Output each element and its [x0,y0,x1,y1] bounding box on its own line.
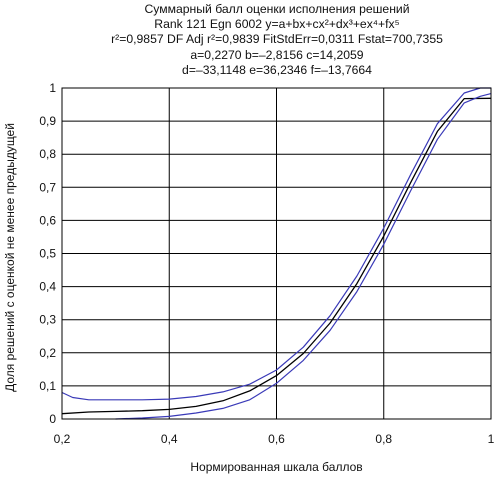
lower-confidence-curve [115,93,492,420]
y-tick-label: 0,2 [39,346,56,360]
y-tick-label: 0,9 [39,114,56,128]
x-tick-label: 0,4 [161,432,178,446]
chart-subtitle-line-1: Rank 121 Egn 6002 y=a+bx+cx²+dx³+ex⁴+fx⁵ [154,17,400,32]
y-tick-label: 0 [49,412,56,426]
chart-subtitle-line-4: d=–33,1148 e=36,2346 f=–13,7664 [182,62,372,77]
chart-title-block: Суммарный балл оценки исполнения решений… [62,2,492,78]
series-layer [61,87,492,420]
y-tick-label: 0,8 [39,147,56,161]
x-tick-label: 0,8 [375,432,392,446]
y-tick-label: 1 [49,81,56,95]
grid [62,88,491,419]
chart-subtitle-line-2: r²=0,9857 DF Adj r²=0,9839 FitStdErr=0,0… [111,32,443,47]
plot-frame [61,87,492,420]
x-tick-label: 0,6 [268,432,285,446]
x-axis-title: Нормированная шкала баллов [190,460,362,474]
y-axis-title: Доля решений с оценкой не менее предыдущ… [3,123,17,392]
x-tick-label: 1 [488,432,495,446]
chart-title: Суммарный балл оценки исполнения решений [144,2,410,16]
y-tick-label: 0,6 [39,213,56,227]
y-tick-label: 0,7 [39,180,56,194]
y-tick-labels: 0 0,1 0,2 0,3 0,4 0,5 0,6 0,7 0,8 0,9 1 [39,81,56,426]
chart-subtitle-line-3: a=0,2270 b=–2,8156 c=14,2059 [190,47,364,62]
fit-curve [61,97,492,415]
y-tick-label: 0,4 [39,280,56,294]
y-tick-label: 0,5 [39,247,56,261]
upper-confidence-curve [61,87,491,401]
y-tick-label: 0,1 [39,379,56,393]
x-tick-label: 0,2 [54,432,71,446]
y-tick-label: 0,3 [39,313,56,327]
x-tick-labels: 0,2 0,4 0,6 0,8 1 [54,432,495,446]
